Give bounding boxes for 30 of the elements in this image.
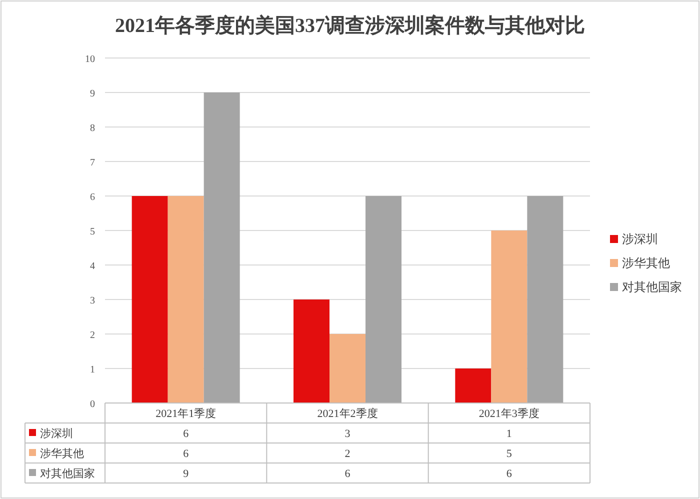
title: 2021年各季度的美国337调查涉深圳案件数与其他对比 — [115, 15, 585, 37]
legend-label: 涉华其他 — [622, 256, 670, 270]
data-label: 9 — [183, 468, 190, 480]
x-tick-label: 2021年3季度 — [478, 407, 540, 420]
y-tick-label: 3 — [90, 296, 95, 306]
data-label: 3 — [344, 428, 351, 440]
legend-label: 涉深圳 — [40, 427, 73, 440]
text: 涉华其他 — [40, 448, 84, 460]
y-tick-label: 6 — [90, 192, 95, 203]
text: 对其他国家 — [40, 468, 95, 480]
data-label: 6 — [183, 428, 190, 440]
y-tick-label: 7 — [90, 158, 95, 168]
data-label: 6 — [344, 468, 351, 480]
x-tick-label: 2021年1季度 — [156, 407, 216, 420]
y-tick-label: 1 — [90, 364, 95, 376]
y-tick-label: 0 — [90, 399, 95, 410]
data-label: 5 — [506, 448, 512, 460]
data-label: 6 — [506, 468, 512, 480]
data-label: 6 — [183, 448, 190, 460]
legend-label: 对其他国家 — [622, 280, 682, 294]
y-tick-label: 10 — [85, 54, 95, 65]
text: 涉深圳 — [622, 232, 658, 246]
x-tick-label: 2021年2季度 — [317, 407, 378, 420]
y-tick-label: 2 — [90, 330, 95, 341]
data-label: 2 — [344, 448, 350, 460]
y-tick-label: 4 — [90, 261, 95, 272]
data-label: 1 — [506, 428, 512, 440]
y-tick-label: 9 — [90, 88, 95, 100]
y-tick-label: 5 — [90, 226, 95, 238]
y-tick-label: 8 — [90, 123, 95, 134]
